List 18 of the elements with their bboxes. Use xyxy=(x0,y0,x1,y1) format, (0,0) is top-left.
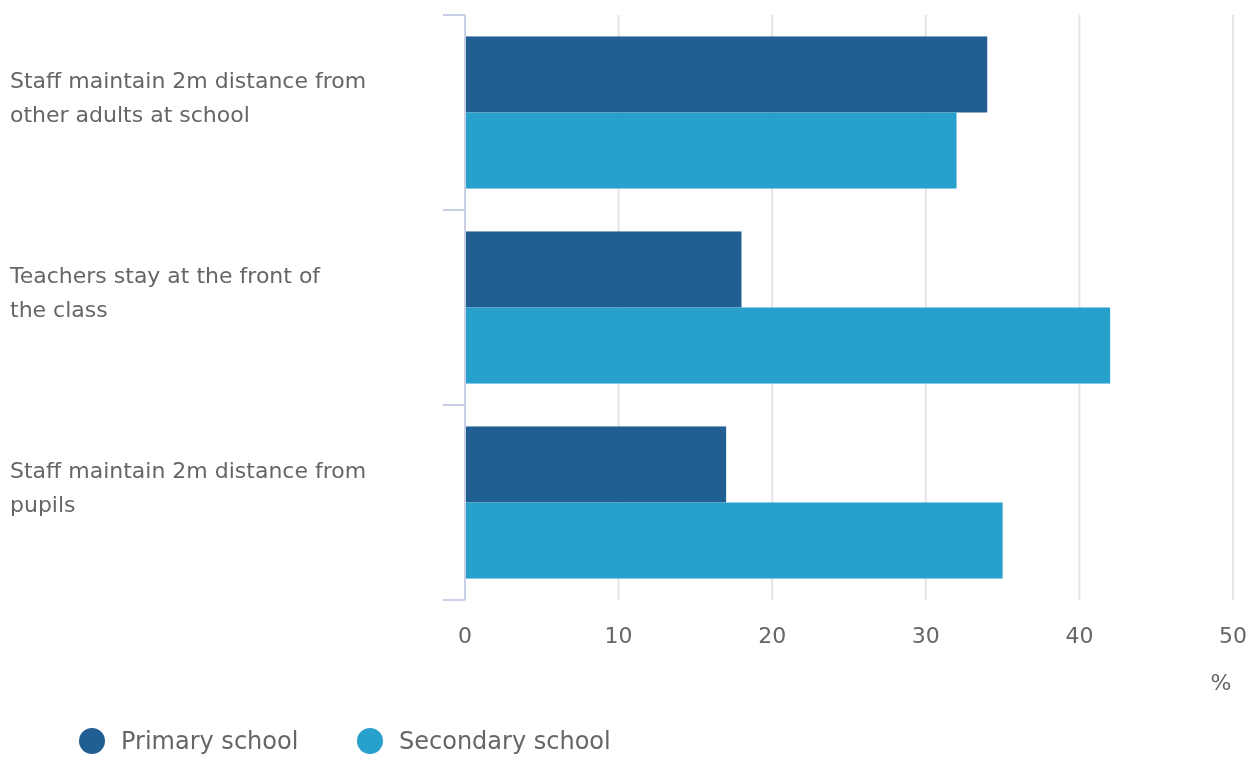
bar xyxy=(465,307,1111,384)
bar xyxy=(465,36,988,113)
y-tick-label: Staff maintain 2m distance from other adults at school xyxy=(10,67,367,127)
x-tick-label: 50 xyxy=(1219,623,1247,648)
x-tick-label: 10 xyxy=(604,623,633,648)
x-axis-title: % xyxy=(1210,670,1232,695)
x-tick-label: 0 xyxy=(458,623,472,648)
x-tick-label: 20 xyxy=(758,623,787,648)
legend-label: Secondary school xyxy=(399,727,611,755)
legend-label: Primary school xyxy=(121,727,299,755)
bar xyxy=(465,502,1003,579)
bar xyxy=(465,231,742,308)
bar xyxy=(465,112,957,189)
y-tick-label: Teachers stay at the front of the class xyxy=(9,262,322,322)
x-tick-label: 30 xyxy=(911,623,940,648)
y-tick-label: Staff maintain 2m distance from pupils xyxy=(10,457,367,517)
bar xyxy=(465,426,727,503)
x-tick-label: 40 xyxy=(1065,623,1094,648)
